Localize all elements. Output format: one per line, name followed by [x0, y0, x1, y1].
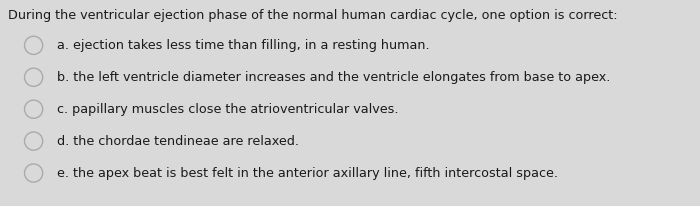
- Text: b. the left ventricle diameter increases and the ventricle elongates from base t: b. the left ventricle diameter increases…: [57, 71, 611, 84]
- Text: c. papillary muscles close the atrioventricular valves.: c. papillary muscles close the atriovent…: [57, 103, 399, 116]
- Text: e. the apex beat is best felt in the anterior axillary line, fifth intercostal s: e. the apex beat is best felt in the ant…: [57, 166, 559, 180]
- Text: d. the chordae tendineae are relaxed.: d. the chordae tendineae are relaxed.: [57, 135, 300, 148]
- Text: a. ejection takes less time than filling, in a resting human.: a. ejection takes less time than filling…: [57, 39, 430, 52]
- Text: During the ventricular ejection phase of the normal human cardiac cycle, one opt: During the ventricular ejection phase of…: [8, 9, 618, 22]
